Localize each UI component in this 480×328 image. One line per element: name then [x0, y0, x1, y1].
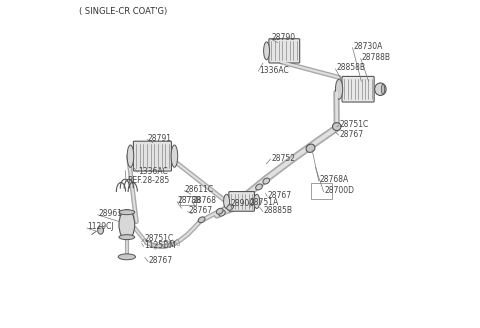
- FancyBboxPatch shape: [133, 141, 171, 171]
- Ellipse shape: [254, 194, 260, 209]
- Text: 28700D: 28700D: [324, 186, 354, 195]
- Ellipse shape: [218, 210, 225, 216]
- Ellipse shape: [263, 178, 270, 184]
- Text: 1125DM: 1125DM: [144, 241, 176, 250]
- Ellipse shape: [171, 145, 178, 167]
- Ellipse shape: [119, 210, 135, 215]
- Text: 28858B: 28858B: [336, 63, 365, 72]
- Ellipse shape: [97, 226, 104, 234]
- Ellipse shape: [198, 217, 205, 223]
- Text: 28768A: 28768A: [319, 175, 348, 184]
- Bar: [180, 196, 196, 205]
- Text: 28752: 28752: [271, 154, 295, 163]
- Ellipse shape: [333, 123, 341, 131]
- Text: 28751C: 28751C: [145, 234, 174, 243]
- Ellipse shape: [227, 204, 233, 210]
- Text: 1336AC: 1336AC: [259, 66, 289, 75]
- Ellipse shape: [118, 254, 135, 260]
- Ellipse shape: [127, 145, 134, 167]
- Text: 28900: 28900: [231, 199, 255, 208]
- Text: 28961: 28961: [98, 209, 122, 218]
- Text: 28790: 28790: [271, 33, 295, 42]
- Text: 28788B: 28788B: [361, 53, 390, 62]
- Text: 1336AC: 1336AC: [138, 167, 168, 176]
- Text: 28767: 28767: [188, 206, 212, 215]
- Text: ( SINGLE-CR COAT'G): ( SINGLE-CR COAT'G): [79, 7, 168, 16]
- Text: 28751C: 28751C: [339, 120, 369, 129]
- FancyBboxPatch shape: [229, 192, 254, 211]
- Ellipse shape: [224, 194, 229, 209]
- Text: 28751A: 28751A: [249, 197, 278, 207]
- Text: 28768: 28768: [192, 196, 216, 205]
- Ellipse shape: [216, 208, 223, 214]
- Ellipse shape: [119, 235, 135, 239]
- Text: 1129CJ: 1129CJ: [87, 222, 114, 232]
- Text: 28767: 28767: [339, 130, 363, 139]
- Ellipse shape: [119, 210, 135, 240]
- Ellipse shape: [306, 144, 315, 153]
- Ellipse shape: [264, 42, 270, 60]
- Text: 28730A: 28730A: [353, 42, 383, 51]
- Ellipse shape: [375, 83, 386, 95]
- Text: 28788: 28788: [178, 196, 202, 205]
- FancyBboxPatch shape: [269, 39, 300, 63]
- Text: 28767: 28767: [268, 191, 292, 200]
- Ellipse shape: [336, 79, 343, 99]
- Text: REF.28-285: REF.28-285: [127, 176, 169, 185]
- Ellipse shape: [382, 84, 384, 94]
- FancyBboxPatch shape: [342, 76, 374, 102]
- Text: 28885B: 28885B: [264, 206, 293, 215]
- Bar: [311, 183, 332, 199]
- Text: 28611C: 28611C: [185, 185, 214, 194]
- Text: 28791: 28791: [147, 134, 171, 143]
- Ellipse shape: [256, 184, 263, 190]
- Text: 28767: 28767: [149, 256, 173, 265]
